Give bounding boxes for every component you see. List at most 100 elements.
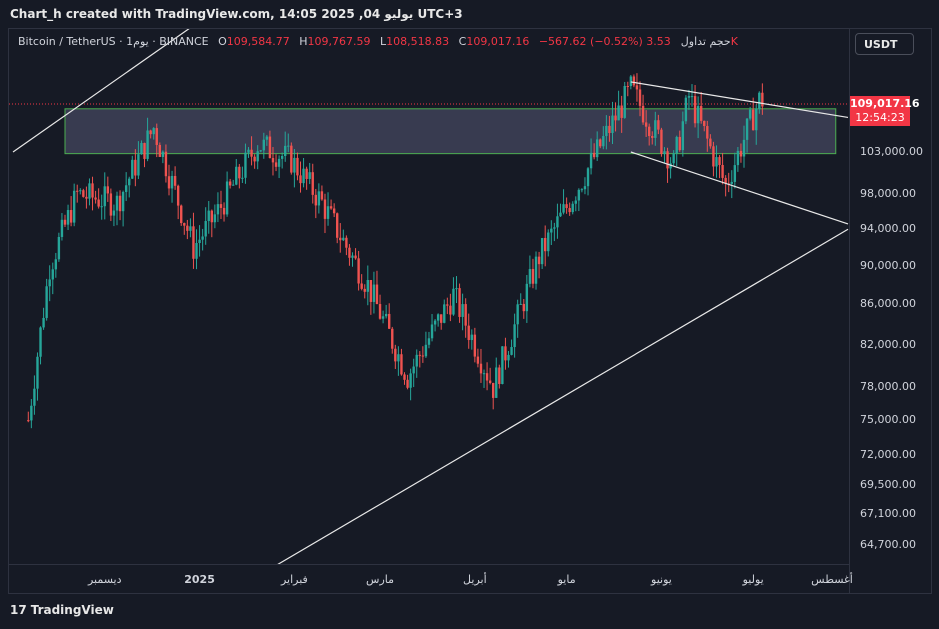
candle [317, 183, 321, 214]
candle [192, 212, 195, 269]
candle [323, 193, 327, 234]
candle [256, 145, 259, 170]
candle [134, 149, 137, 187]
candle [418, 351, 421, 368]
candle [712, 141, 715, 177]
candle [69, 196, 73, 227]
trendline-wedge-bottom[interactable] [630, 151, 849, 225]
candle [112, 204, 116, 227]
candle [586, 167, 590, 196]
open-value: 109,584.77 [226, 35, 290, 48]
candle [415, 349, 418, 378]
candle [647, 123, 651, 146]
candle [241, 166, 244, 184]
candle [583, 177, 587, 195]
candle [452, 277, 455, 316]
candle [357, 250, 360, 291]
candle [721, 152, 724, 185]
candle [424, 331, 428, 358]
candle [608, 115, 611, 142]
candle [571, 201, 574, 215]
candle [755, 104, 758, 145]
tradingview-logo-icon: 17 [10, 603, 27, 617]
trendline-lower-channel[interactable] [178, 228, 849, 564]
candle [378, 294, 382, 320]
candle [351, 252, 354, 267]
candle [170, 170, 174, 203]
candle [280, 152, 284, 169]
price-chart[interactable] [9, 29, 849, 564]
candle [412, 358, 415, 388]
candle [458, 283, 461, 323]
candle [155, 123, 158, 158]
candle [106, 176, 110, 202]
candle [238, 163, 241, 189]
y-tick-label: 103,000.00 [860, 145, 923, 158]
candle [388, 303, 391, 329]
candle [657, 114, 660, 135]
candle [748, 106, 752, 121]
candle [485, 362, 489, 391]
chart-caption: Chart_h created with TradingView.com, يو… [10, 7, 463, 21]
candle [476, 348, 480, 368]
candle [54, 252, 58, 278]
candle [568, 202, 571, 216]
candle [131, 155, 134, 180]
candle [232, 179, 235, 186]
candle [183, 222, 186, 235]
candle [244, 143, 247, 184]
support-resistance-zone[interactable] [64, 108, 837, 155]
last-price-label: 109,017.16 12:54:23 [850, 96, 920, 126]
candle [143, 142, 146, 168]
candle [164, 144, 168, 183]
close-value: 109,017.16 [466, 35, 530, 48]
candle [446, 297, 449, 315]
candle [400, 348, 403, 376]
candle [516, 299, 519, 338]
candle [228, 178, 232, 189]
y-tick-label: 72,000.00 [860, 447, 916, 461]
candle [684, 95, 688, 125]
candle [715, 145, 718, 178]
candle [311, 163, 314, 204]
candle [519, 293, 522, 305]
trendline-upper-channel[interactable] [12, 29, 227, 153]
candle [525, 275, 529, 323]
candle [733, 152, 737, 189]
candle [363, 284, 366, 299]
candle [531, 258, 535, 289]
candle [146, 117, 149, 162]
candle [632, 74, 636, 88]
candle [173, 166, 177, 190]
candle [614, 102, 617, 132]
candle [76, 184, 79, 203]
candle [137, 141, 140, 180]
tradingview-brand[interactable]: 17 TradingView [10, 603, 114, 617]
y-tick-label: 75,000.00 [860, 413, 916, 427]
candle [109, 188, 113, 222]
trendline-wedge-top[interactable] [630, 81, 849, 119]
symbol-label[interactable]: Bitcoin / TetherUS · 1يوم · BINANCE [18, 35, 209, 48]
currency-button[interactable]: USDT [855, 33, 914, 55]
candle [617, 90, 620, 121]
candle [433, 319, 437, 332]
y-tick-label: 94,000.00 [860, 222, 916, 236]
candle [167, 164, 171, 196]
candle [672, 150, 675, 166]
candle [761, 83, 764, 115]
candle [48, 265, 51, 302]
candle [51, 262, 54, 295]
open-label: O [218, 35, 227, 48]
candle [268, 130, 272, 159]
candle [739, 143, 743, 163]
candle [605, 115, 608, 150]
candle [718, 155, 721, 179]
close-label: C [458, 35, 467, 48]
candle [152, 127, 155, 140]
candle [354, 248, 357, 260]
candle [39, 326, 42, 365]
candle [706, 120, 709, 152]
candle [42, 307, 45, 330]
candle [449, 293, 452, 322]
candle [550, 220, 553, 246]
